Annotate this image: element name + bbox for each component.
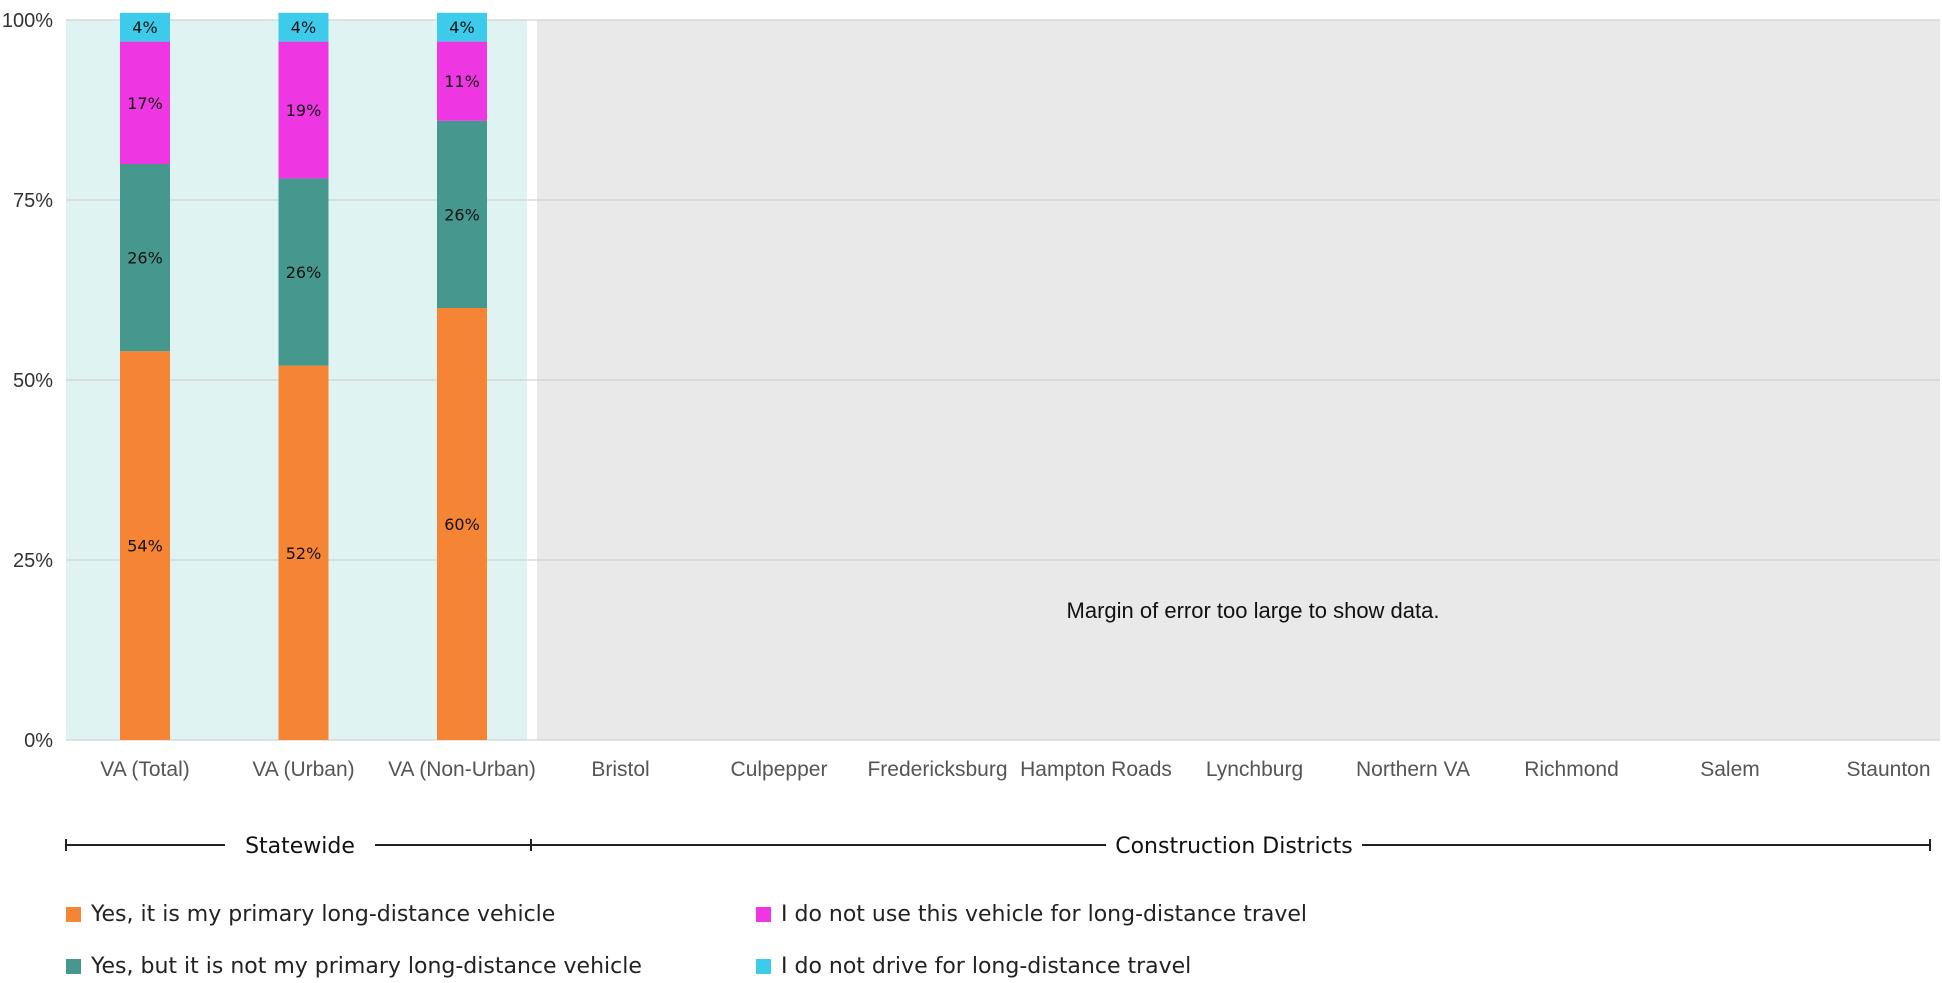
- data-label: 52%: [286, 544, 322, 563]
- group-label: Statewide: [245, 834, 355, 859]
- group-brackets: Statewide Construction Districts: [66, 834, 1930, 859]
- legend-swatch: [66, 907, 81, 922]
- legend-swatch: [66, 959, 81, 974]
- legend-swatch: [756, 907, 771, 922]
- x-category-label: Bristol: [591, 758, 649, 781]
- data-label: 26%: [444, 205, 480, 224]
- y-tick-label: 100%: [2, 10, 53, 32]
- data-label: 11%: [444, 72, 480, 91]
- group-label: Construction Districts: [1115, 834, 1353, 859]
- y-tick-labels: 0% 25% 50% 75% 100%: [2, 10, 53, 752]
- x-category-label: VA (Total): [100, 758, 189, 781]
- legend-label: I do not use this vehicle for long-dista…: [781, 902, 1307, 927]
- y-tick-label: 75%: [13, 190, 53, 212]
- legend-item: I do not drive for long-distance travel: [756, 954, 1191, 979]
- legend-label: Yes, but it is not my primary long-dista…: [91, 954, 642, 979]
- data-label: 19%: [286, 101, 322, 120]
- annotation-margin-of-error: Margin of error too large to show data.: [1067, 598, 1440, 623]
- x-category-label: Culpepper: [731, 758, 828, 781]
- legend-item: Yes, it is my primary long-distance vehi…: [66, 902, 555, 927]
- legend-item: I do not use this vehicle for long-dista…: [756, 902, 1307, 927]
- x-category-label: Northern VA: [1356, 758, 1470, 781]
- data-label: 54%: [127, 537, 163, 556]
- data-label: 26%: [286, 263, 322, 282]
- data-label: 17%: [127, 94, 163, 113]
- x-category-label: Hampton Roads: [1020, 758, 1172, 781]
- legend-label: I do not drive for long-distance travel: [781, 954, 1191, 979]
- x-category-label: Fredericksburg: [867, 758, 1007, 781]
- data-label: 4%: [132, 18, 157, 37]
- y-tick-label: 50%: [13, 370, 53, 392]
- y-tick-label: 25%: [13, 550, 53, 572]
- y-tick-label: 0%: [24, 730, 53, 752]
- data-label: 4%: [449, 18, 474, 37]
- x-category-label: Lynchburg: [1206, 758, 1303, 781]
- x-category-label: Staunton: [1846, 758, 1930, 781]
- x-category-label: Richmond: [1524, 758, 1619, 781]
- data-label: 60%: [444, 515, 480, 534]
- data-label: 4%: [291, 18, 316, 37]
- x-category-label: VA (Urban): [252, 758, 354, 781]
- x-category-labels: VA (Total) VA (Urban) VA (Non-Urban) Bristo…: [100, 758, 1930, 781]
- legend-item: Yes, but it is not my primary long-dista…: [66, 954, 642, 979]
- x-category-label: Salem: [1700, 758, 1760, 781]
- legend-label: Yes, it is my primary long-distance vehi…: [91, 902, 555, 927]
- x-category-label: VA (Non-Urban): [388, 758, 536, 781]
- legend-swatch: [756, 959, 771, 974]
- data-label: 26%: [127, 249, 163, 268]
